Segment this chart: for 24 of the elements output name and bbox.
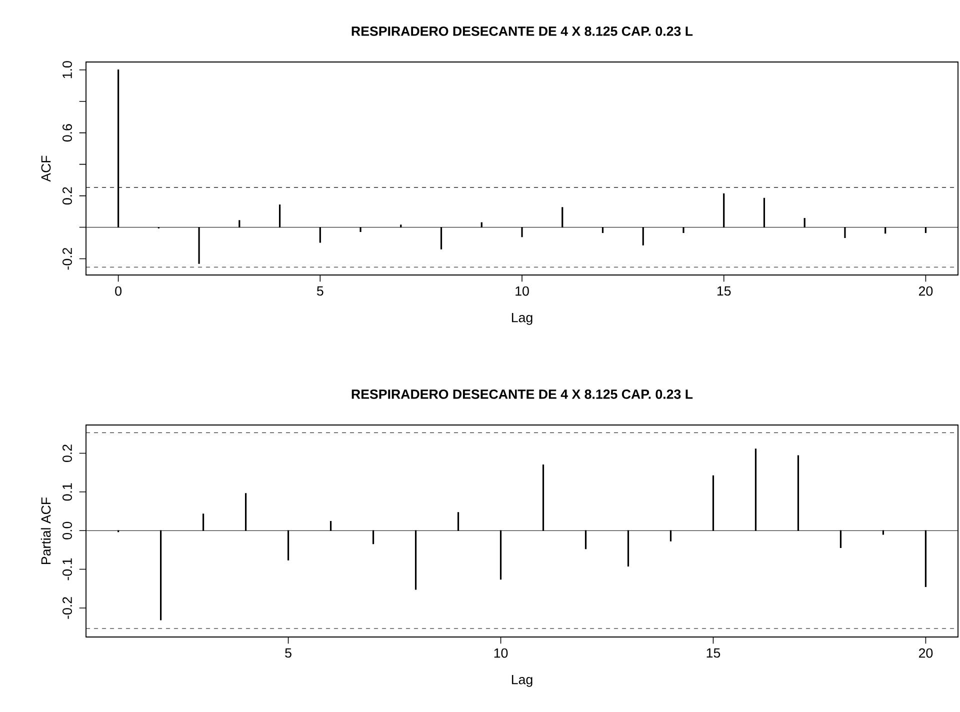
- y-tick-label: -0.2: [62, 597, 72, 619]
- y-axis-title: Partial ACF: [40, 497, 51, 564]
- x-tick-label: 0: [115, 286, 122, 296]
- y-tick-label: 1.0: [62, 61, 72, 78]
- x-tick-label: 15: [717, 286, 731, 296]
- x-tick-label: 20: [918, 648, 933, 658]
- x-tick-label: 10: [494, 648, 508, 658]
- x-tick-label: 20: [918, 286, 933, 296]
- x-tick-label: 5: [285, 648, 292, 658]
- y-tick-label: 0.2: [62, 444, 72, 462]
- y-tick-label: 0.2: [62, 187, 72, 205]
- y-tick-label: -0.2: [62, 248, 72, 270]
- y-tick-label: 0.6: [62, 124, 72, 142]
- x-tick-label: 5: [316, 286, 324, 296]
- y-tick-label: -0.1: [62, 558, 72, 580]
- x-axis-title: Lag: [512, 312, 532, 325]
- y-tick-label: 0.1: [62, 483, 72, 501]
- chart-title: RESPIRADERO DESECANTE DE 4 X 8.125 CAP. 0.23 L: [352, 389, 693, 399]
- x-axis-title: Lag: [512, 674, 532, 687]
- x-tick-label: 15: [706, 648, 720, 658]
- x-tick-label: 10: [516, 286, 529, 296]
- y-axis-title: ACF: [41, 156, 51, 182]
- chart-title: RESPIRADERO DESECANTE DE 4 X 8.125 CAP. 0.23 L: [352, 26, 693, 36]
- y-tick-label: 0.0: [62, 522, 72, 540]
